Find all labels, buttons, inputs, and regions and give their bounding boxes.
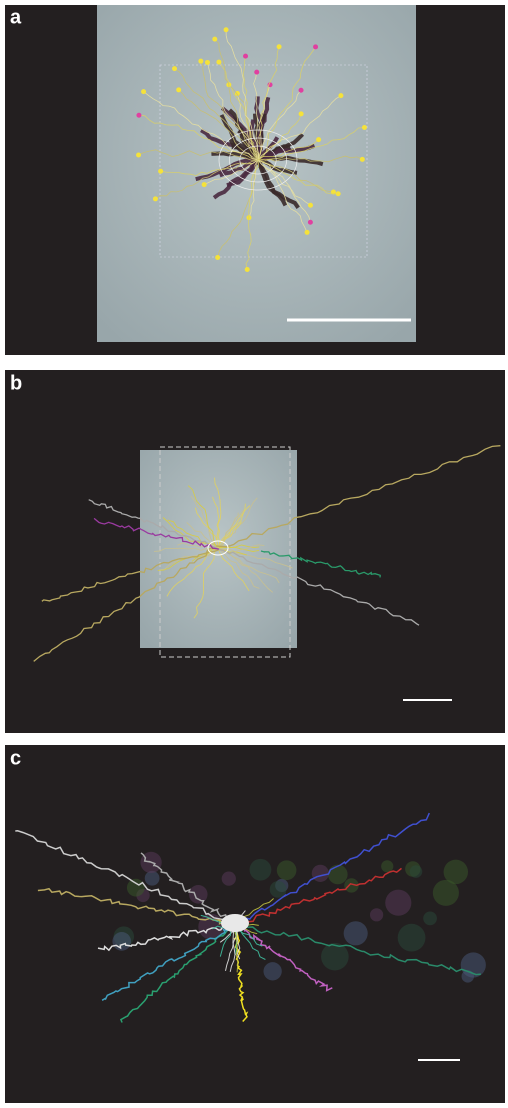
micrograph	[97, 5, 416, 342]
marker	[360, 157, 365, 162]
cell-body	[381, 860, 393, 872]
marker	[299, 88, 304, 93]
cell-body	[444, 860, 468, 884]
cell-body	[344, 921, 368, 945]
cell-body	[189, 885, 208, 904]
figure: a b c	[0, 0, 508, 1108]
marker	[224, 27, 229, 32]
marker	[202, 182, 207, 187]
marker	[136, 113, 141, 118]
cell-body	[385, 890, 411, 916]
cell-body	[145, 871, 160, 886]
cell-body	[328, 865, 348, 885]
cell-body	[321, 943, 349, 971]
marker	[243, 54, 248, 59]
marker	[136, 152, 141, 157]
marker	[308, 220, 313, 225]
marker	[277, 44, 282, 49]
cell-body	[263, 962, 281, 980]
marker	[316, 137, 321, 142]
soma	[221, 914, 249, 932]
cell-body	[250, 859, 272, 881]
cell-body	[370, 908, 383, 921]
marker	[198, 59, 203, 64]
cell-body	[270, 881, 287, 898]
marker	[336, 191, 341, 196]
marker	[172, 66, 177, 71]
marker	[216, 60, 221, 65]
marker	[305, 230, 310, 235]
marker	[153, 196, 158, 201]
marker	[205, 60, 210, 65]
marker	[215, 255, 220, 260]
marker	[362, 125, 367, 130]
marker	[245, 267, 250, 272]
cell-body	[423, 912, 437, 926]
marker	[254, 70, 259, 75]
cell-body	[222, 871, 236, 885]
marker	[212, 37, 217, 42]
cell-body	[277, 860, 297, 880]
cell-body	[112, 932, 131, 951]
panel-label: b	[10, 373, 22, 395]
panel-label: c	[10, 748, 21, 770]
cell-body	[398, 924, 426, 952]
panel-label: a	[10, 7, 22, 29]
marker	[176, 87, 181, 92]
marker	[299, 111, 304, 116]
marker	[338, 93, 343, 98]
marker	[313, 44, 318, 49]
cell-body	[312, 865, 329, 882]
marker	[308, 203, 313, 208]
cell-body	[127, 879, 145, 897]
marker	[141, 89, 146, 94]
marker	[158, 169, 163, 174]
cell-body	[410, 865, 423, 878]
